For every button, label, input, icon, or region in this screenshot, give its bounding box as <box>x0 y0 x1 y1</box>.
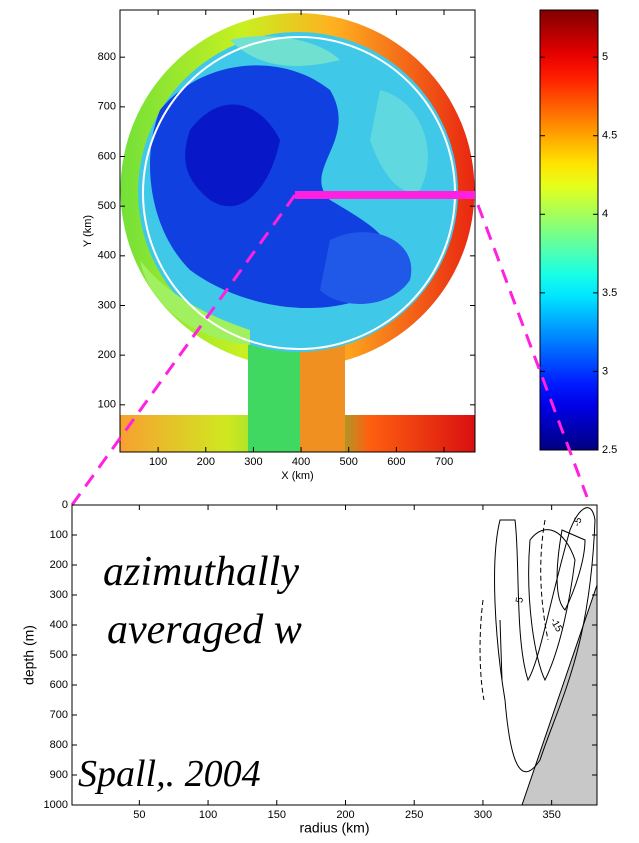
colorbar-tick-label: 4 <box>602 208 608 220</box>
x-tick-label: 300 <box>474 809 492 821</box>
y-tick-label: 1000 <box>44 799 68 811</box>
x-tick-label: 600 <box>387 456 405 468</box>
x-tick-label: 150 <box>268 809 286 821</box>
x-tick-label: 350 <box>542 809 560 821</box>
colorbar-tick-label: 5 <box>602 51 608 63</box>
y-tick-label: 100 <box>98 399 116 411</box>
map-frame <box>119 9 476 453</box>
y-tick-label: 700 <box>98 101 116 113</box>
y-tick-label: 400 <box>98 250 116 262</box>
x-tick-label: 200 <box>197 456 215 468</box>
zoom-guide <box>70 194 297 506</box>
colorbar-tick-label: 3.5 <box>602 287 617 299</box>
x-axis-label: radius (km) <box>299 820 369 836</box>
y-tick-label: 600 <box>98 150 116 162</box>
contour-label: 5 <box>514 596 526 604</box>
y-axis-label: depth (m) <box>21 625 37 685</box>
x-tick-label: 100 <box>199 809 217 821</box>
x-tick-label: 300 <box>244 456 262 468</box>
x-tick-label: 50 <box>133 809 145 821</box>
colorbar-tick-label: 2.5 <box>602 444 617 456</box>
y-tick-label: 200 <box>50 559 68 571</box>
x-tick-label: 500 <box>340 456 358 468</box>
x-axis-label: X (km) <box>281 470 313 482</box>
y-tick-label: 0 <box>62 499 68 511</box>
y-tick-label: 800 <box>50 739 68 751</box>
y-tick-label: 500 <box>50 649 68 661</box>
contour-field <box>120 13 475 452</box>
contour-label: -5 <box>572 516 585 528</box>
annotation: Spall,. 2004 <box>78 753 261 795</box>
y-tick-label: 800 <box>98 51 116 63</box>
y-tick-label: 300 <box>50 589 68 601</box>
y-axis-label: Y (km) <box>82 215 94 247</box>
x-tick-label: 200 <box>336 809 354 821</box>
y-tick-label: 200 <box>98 349 116 361</box>
colorbar <box>540 10 598 450</box>
y-tick-label: 100 <box>50 529 68 541</box>
section-contours <box>479 507 596 773</box>
y-tick-label: 600 <box>50 679 68 691</box>
y-tick-label: 900 <box>50 769 68 781</box>
y-tick-label: 400 <box>50 619 68 631</box>
zoom-guide <box>476 204 589 498</box>
x-tick-label: 700 <box>435 456 453 468</box>
colorbar-tick-label: 4.5 <box>602 130 617 142</box>
bathymetry <box>521 584 598 806</box>
colorbar-tick-label: 3 <box>602 365 608 377</box>
annotation: azimuthally <box>103 549 299 595</box>
y-tick-label: 700 <box>50 709 68 721</box>
x-tick-label: 100 <box>149 456 167 468</box>
y-tick-label: 300 <box>98 299 116 311</box>
x-tick-label: 400 <box>292 456 310 468</box>
x-tick-label: 250 <box>405 809 423 821</box>
annotation: averaged w <box>107 607 302 653</box>
y-tick-label: 500 <box>98 200 116 212</box>
